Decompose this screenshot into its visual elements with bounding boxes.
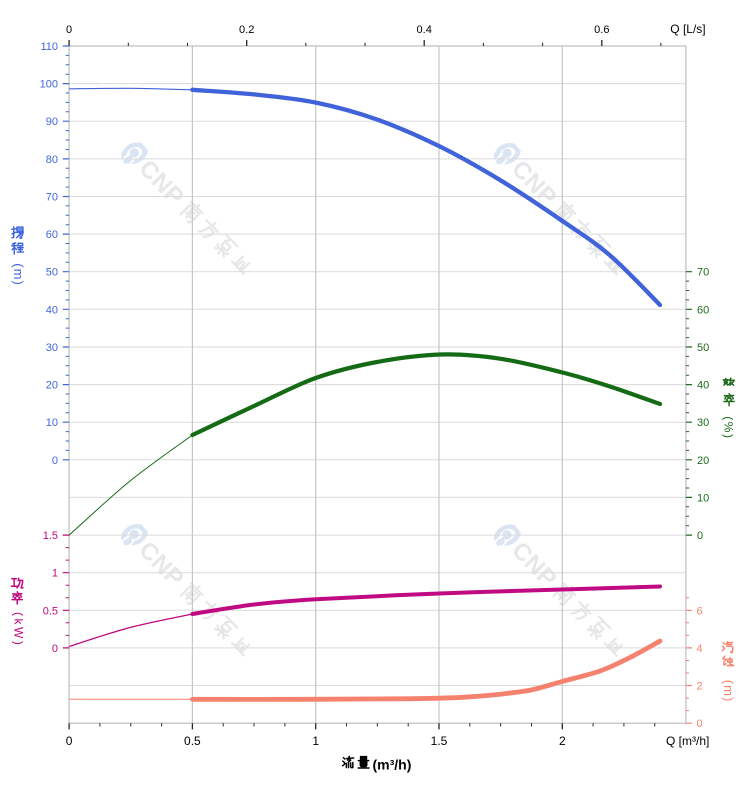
svg-text:0: 0	[66, 734, 73, 748]
svg-text:2: 2	[559, 734, 566, 748]
svg-text:0: 0	[697, 530, 703, 542]
svg-text:0: 0	[52, 455, 58, 467]
svg-text:0: 0	[697, 718, 703, 730]
svg-text:50: 50	[697, 342, 709, 354]
svg-text:100: 100	[40, 79, 58, 91]
svg-text:(kW): (kW)	[12, 612, 26, 647]
svg-text:10: 10	[697, 492, 709, 504]
svg-text:0.2: 0.2	[239, 24, 254, 36]
svg-text:0: 0	[66, 24, 72, 36]
svg-text:70: 70	[46, 192, 58, 204]
svg-text:(%): (%)	[722, 416, 736, 439]
svg-text:20: 20	[697, 455, 709, 467]
svg-text:60: 60	[46, 229, 58, 241]
svg-text:20: 20	[46, 380, 58, 392]
svg-text:0: 0	[52, 643, 58, 655]
svg-text:1: 1	[312, 734, 319, 748]
svg-text:Q [L/s]: Q [L/s]	[670, 22, 705, 36]
svg-text:40: 40	[697, 380, 709, 392]
svg-text:4: 4	[697, 643, 703, 655]
svg-text:30: 30	[697, 417, 709, 429]
svg-text:0.6: 0.6	[594, 24, 609, 36]
svg-text:1.5: 1.5	[43, 530, 58, 542]
svg-text:40: 40	[46, 304, 58, 316]
svg-text:70: 70	[697, 267, 709, 279]
svg-text:6: 6	[697, 605, 703, 617]
svg-text:50: 50	[46, 267, 58, 279]
svg-text:80: 80	[46, 154, 58, 166]
svg-text:Q [m³/h]: Q [m³/h]	[666, 734, 709, 748]
svg-text:(m): (m)	[11, 263, 26, 286]
svg-text:110: 110	[40, 41, 58, 53]
svg-text:(m³/h): (m³/h)	[373, 756, 412, 772]
svg-text:60: 60	[697, 304, 709, 316]
svg-text:10: 10	[46, 417, 58, 429]
svg-text:90: 90	[46, 116, 58, 128]
svg-text:0.4: 0.4	[417, 24, 432, 36]
svg-text:1.5: 1.5	[431, 734, 448, 748]
svg-text:30: 30	[46, 342, 58, 354]
svg-text:0.5: 0.5	[184, 734, 201, 748]
svg-text:1: 1	[52, 568, 58, 580]
svg-text:(m): (m)	[721, 680, 736, 703]
svg-text:0.5: 0.5	[43, 605, 58, 617]
svg-text:2: 2	[697, 681, 703, 693]
